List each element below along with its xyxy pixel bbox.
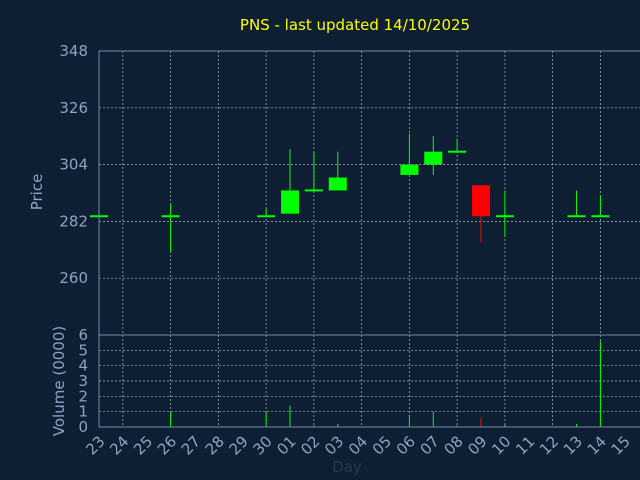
price-tick-label: 348 <box>59 42 88 60</box>
x-tick-labels: 2324252627282930010203040506070809101112… <box>82 432 634 458</box>
candle-06 <box>400 133 419 175</box>
price-y-axis-label: Price <box>28 174 46 211</box>
price-y-ticks: 260 282 304 326 348 <box>59 42 88 287</box>
candle-30 <box>257 208 276 218</box>
volume-tick-label: 3 <box>78 372 88 390</box>
candle-body <box>281 190 300 214</box>
volume-panel-frame <box>98 334 640 428</box>
candle-03 <box>328 151 347 191</box>
volume-tick-label: 0 <box>78 418 88 436</box>
candle-body <box>328 177 347 191</box>
candle-body <box>591 215 610 218</box>
volume-tick-label: 4 <box>78 357 88 375</box>
candle-body <box>400 164 419 175</box>
volume-tick-label: 6 <box>78 326 88 344</box>
candle-body <box>257 215 276 218</box>
candle-13 <box>567 190 586 218</box>
candle-07 <box>424 136 443 175</box>
candle-10 <box>495 190 514 237</box>
candle-body <box>161 215 180 218</box>
candle-body <box>448 150 467 153</box>
candle-body <box>424 151 443 165</box>
candle-26 <box>161 203 180 253</box>
candle-14 <box>591 195 610 218</box>
price-tick-label: 282 <box>59 212 88 230</box>
price-tick-label: 304 <box>59 156 88 174</box>
candle-body <box>304 189 323 192</box>
candle-01 <box>281 149 300 214</box>
volume-series <box>170 341 601 427</box>
price-tick-label: 260 <box>59 269 88 287</box>
volume-tick-label: 5 <box>78 341 88 359</box>
candlestick-series <box>90 133 610 253</box>
x-axis-label: Day <box>332 458 362 476</box>
candle-08 <box>448 138 467 153</box>
candle-09 <box>472 185 491 243</box>
candle-body <box>495 215 514 218</box>
chart-title: PNS - last updated 14/10/2025 <box>240 16 470 34</box>
volume-tick-label: 1 <box>78 403 88 421</box>
candle-body <box>567 215 586 218</box>
price-tick-label: 326 <box>59 99 88 117</box>
volume-tick-label: 2 <box>78 387 88 405</box>
volume-y-axis-label: Volume (0000) <box>50 326 68 436</box>
candle-body <box>472 185 491 217</box>
candle-02 <box>304 151 323 192</box>
